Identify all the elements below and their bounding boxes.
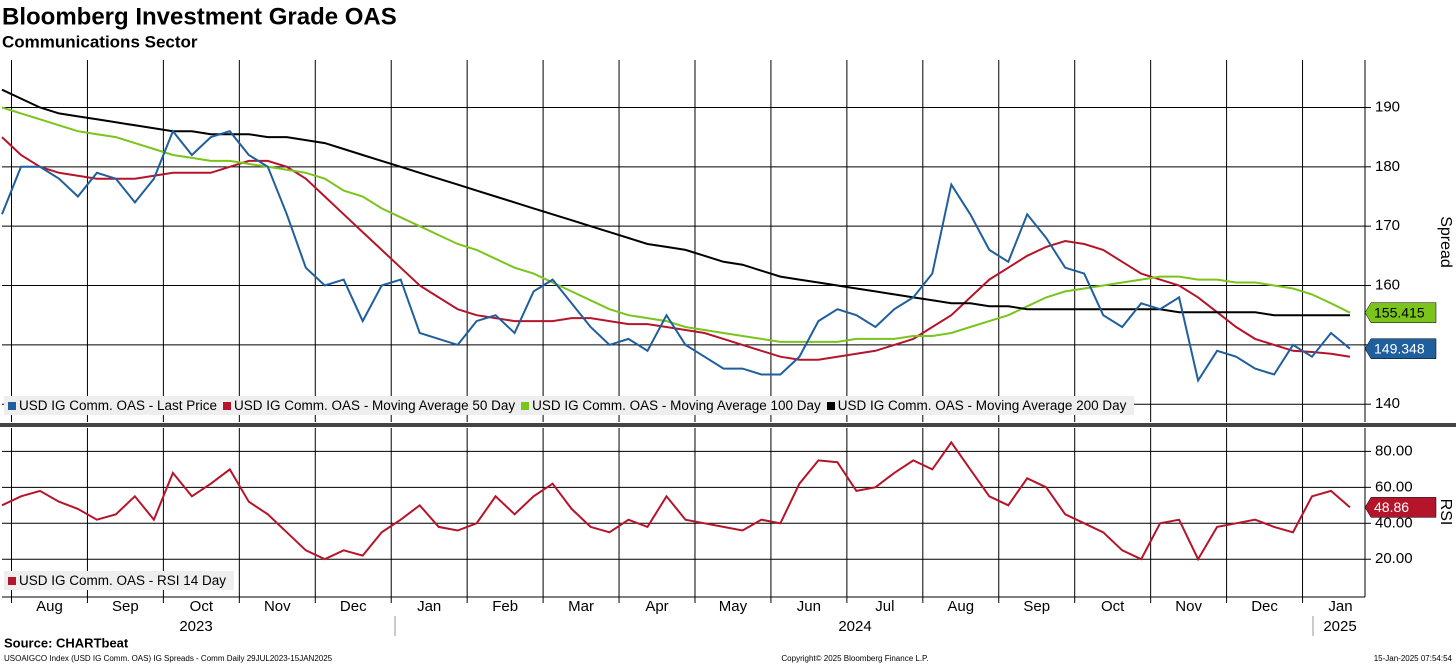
legend-item: USD IG Comm. OAS - Last Price: [8, 398, 217, 413]
legend-label: USD IG Comm. OAS - Moving Average 50 Day: [234, 398, 516, 413]
value-label: 149.348: [1374, 340, 1425, 356]
year-label: 2025: [1323, 618, 1356, 635]
footer-description: USOAIGCO Index (USD IG Comm. OAS) IG Spr…: [4, 654, 333, 663]
y-tick-label: 20.00: [1375, 550, 1413, 567]
x-tick-label: Nov: [264, 598, 291, 615]
subtitle: Communications Sector: [2, 32, 198, 51]
legend-swatch: [826, 401, 835, 410]
legend-item: USD IG Comm. OAS - Moving Average 200 Da…: [826, 398, 1127, 413]
source: Source: CHARTbeat: [4, 635, 129, 650]
series-line: [1, 129, 1351, 384]
x-tick-label: Dec: [340, 598, 367, 615]
value-label: 155.415: [1374, 304, 1425, 320]
legend: USD IG Comm. OAS - Last Price USD IG Comm…: [4, 396, 1135, 415]
series-line: [1, 440, 1351, 562]
value-label: 48.86: [1374, 499, 1409, 515]
y-tick-label: 80.00: [1375, 442, 1413, 459]
legend-swatch: [8, 401, 16, 410]
legend-item: USD IG Comm. OAS - Moving Average 50 Day: [223, 398, 515, 413]
legend-label: USD IG Comm. OAS - RSI 14 Day: [19, 573, 227, 588]
legend-item: USD IG Comm. OAS - Moving Average 100 Da…: [521, 398, 821, 413]
legend-swatch: [8, 576, 16, 585]
x-tick-label: May: [719, 598, 748, 615]
series-line: [1, 106, 1351, 343]
x-tick-label: Mar: [568, 598, 594, 615]
x-tick-label: Dec: [1251, 598, 1278, 615]
y-tick-label: 160: [1375, 276, 1400, 293]
y-axis-label: RSI: [1437, 499, 1454, 526]
y-axis-label: Spread: [1437, 216, 1454, 268]
x-tick-label: Apr: [645, 598, 668, 615]
x-tick-label: Sep: [1023, 598, 1050, 615]
legend-label: USD IG Comm. OAS - Last Price: [19, 398, 218, 413]
legend: USD IG Comm. OAS - RSI 14 Day: [4, 571, 235, 590]
x-tick-label: Jul: [875, 598, 894, 615]
y-tick-label: 60.00: [1375, 478, 1413, 495]
x-tick-label: Oct: [1101, 598, 1125, 615]
x-tick-label: Aug: [947, 598, 974, 615]
legend-label: USD IG Comm. OAS - Moving Average 200 Da…: [837, 398, 1127, 413]
legend-swatch: [521, 401, 530, 410]
legend-label: USD IG Comm. OAS - Moving Average 100 Da…: [532, 398, 821, 413]
value-tag: [1364, 497, 1437, 518]
y-tick-label: 180: [1375, 158, 1400, 175]
copyright: Copyright© 2025 Bloomberg Finance L.P.: [781, 654, 928, 663]
x-tick-label: Jun: [797, 598, 821, 615]
x-tick-label: Jan: [417, 598, 441, 615]
year-label: 2023: [179, 618, 212, 635]
y-tick-label: 140: [1375, 395, 1400, 412]
y-tick-label: 190: [1375, 98, 1400, 115]
series-line: [1, 88, 1350, 317]
timestamp: 15-Jan-2025 07:54:54: [1374, 654, 1453, 663]
y-tick-label: 40.00: [1375, 514, 1413, 531]
x-tick-label: Aug: [36, 598, 63, 615]
value-tag: [1364, 338, 1437, 359]
x-tick-label: Feb: [492, 598, 518, 615]
title: Bloomberg Investment Grade OAS: [2, 3, 397, 30]
legend-item: USD IG Comm. OAS - RSI 14 Day: [8, 573, 226, 588]
x-tick-label: Jan: [1328, 598, 1352, 615]
legend-swatch: [223, 401, 232, 410]
x-tick-label: Sep: [112, 598, 139, 615]
value-tag: [1364, 302, 1437, 323]
y-tick-label: 170: [1375, 217, 1400, 234]
year-label: 2024: [838, 618, 871, 635]
x-tick-label: Oct: [190, 598, 214, 615]
x-tick-label: Nov: [1175, 598, 1202, 615]
